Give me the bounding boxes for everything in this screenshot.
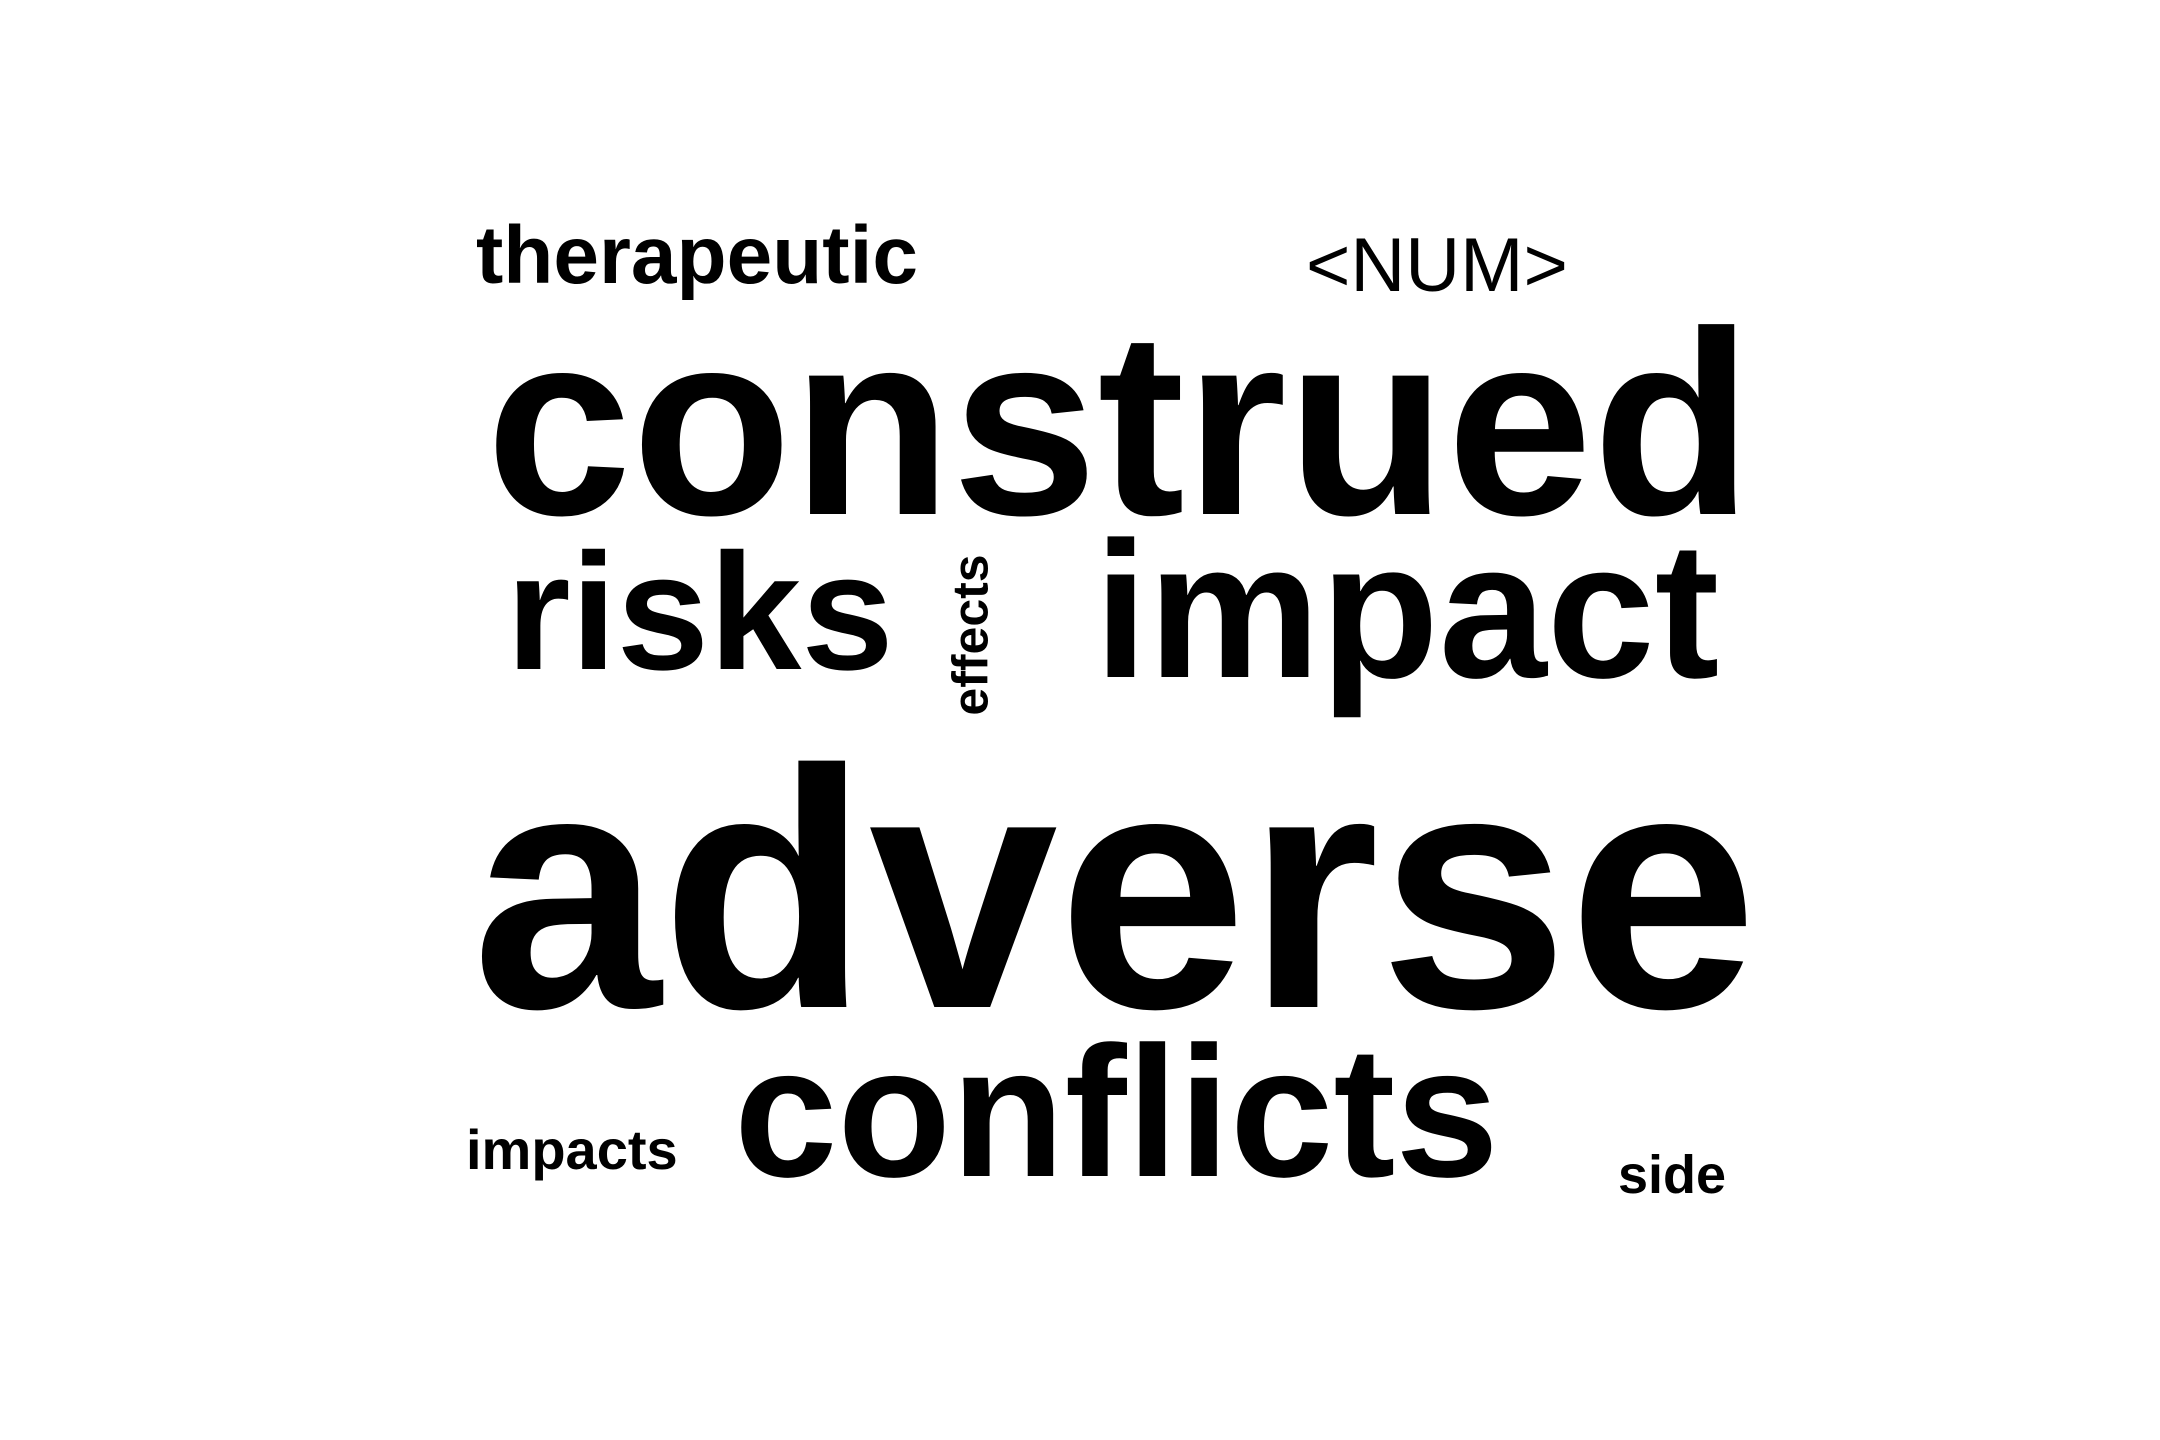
word-adverse: adverse <box>472 700 1758 1080</box>
word-num-token: <NUM> <box>1306 223 1568 308</box>
word-conflicts: conflicts <box>734 1009 1499 1216</box>
word-side: side <box>1618 1145 1727 1205</box>
word-impacts: impacts <box>466 1118 678 1181</box>
word-impact: impact <box>1094 502 1720 719</box>
word-therapeutic: therapeutic <box>476 210 918 301</box>
word-construed: construed <box>486 277 1753 570</box>
word-risks: risks <box>506 520 894 705</box>
word-effects: effects <box>942 554 999 716</box>
